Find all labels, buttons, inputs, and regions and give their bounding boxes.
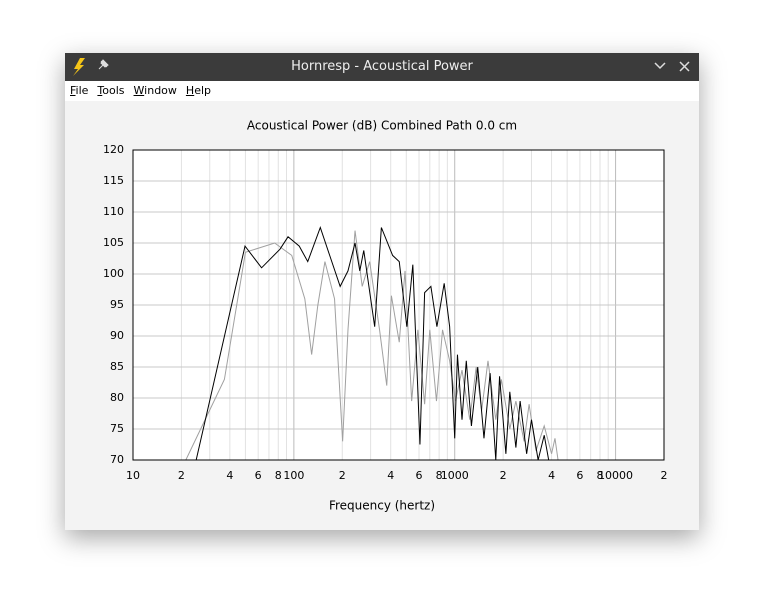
x-axis-label: Frequency (hertz) [329, 499, 435, 513]
app-icon [73, 58, 85, 76]
x-tick-label: 10 [126, 469, 140, 482]
x-tick-label: 2 [661, 469, 668, 482]
minimize-button[interactable] [654, 62, 666, 70]
x-tick-label: 4 [226, 469, 233, 482]
y-tick-label: 75 [110, 422, 124, 435]
y-tick-label: 110 [103, 205, 124, 218]
series-line [195, 225, 550, 460]
menu-item[interactable]: File [70, 84, 89, 97]
y-tick-label: 115 [103, 174, 124, 187]
x-tick-label: 6 [416, 469, 423, 482]
y-tick-label: 85 [110, 360, 124, 373]
x-tick-label: 4 [548, 469, 555, 482]
x-tick-label: 4 [387, 469, 394, 482]
x-tick-label: 8 [596, 469, 603, 482]
x-tick-label: 100 [283, 469, 304, 482]
y-tick-label: 95 [110, 298, 124, 311]
y-tick-label: 100 [103, 267, 124, 280]
pin-button[interactable] [98, 59, 109, 70]
x-tick-label: 2 [339, 469, 346, 482]
menu-item[interactable]: Tools [97, 84, 125, 97]
x-tick-label: 8 [275, 469, 282, 482]
x-tick-label: 10000 [598, 469, 633, 482]
title-bar: Hornresp - Acoustical Power [65, 53, 699, 81]
x-tick-label: 6 [255, 469, 262, 482]
plot-border [132, 149, 665, 461]
chart-title: Acoustical Power (dB) Combined Path 0.0 … [247, 119, 517, 133]
x-tick-label: 1000 [441, 469, 469, 482]
menu-bar: File Tools Window Help [65, 81, 699, 101]
y-tick-label: 105 [103, 236, 124, 249]
close-button[interactable] [679, 61, 690, 72]
window-title: Hornresp - Acoustical Power [291, 59, 473, 74]
x-tick-label: 8 [436, 469, 443, 482]
series-line [185, 230, 559, 460]
x-tick-label: 2 [500, 469, 507, 482]
x-tick-label: 6 [576, 469, 583, 482]
y-tick-label: 120 [103, 143, 124, 156]
menu-item[interactable]: Help [185, 84, 212, 97]
menu-item[interactable]: Window [133, 84, 177, 97]
x-tick-label: 2 [178, 469, 185, 482]
y-tick-label: 80 [110, 391, 124, 404]
y-tick-label: 90 [110, 329, 124, 342]
y-tick-label: 70 [110, 453, 124, 466]
